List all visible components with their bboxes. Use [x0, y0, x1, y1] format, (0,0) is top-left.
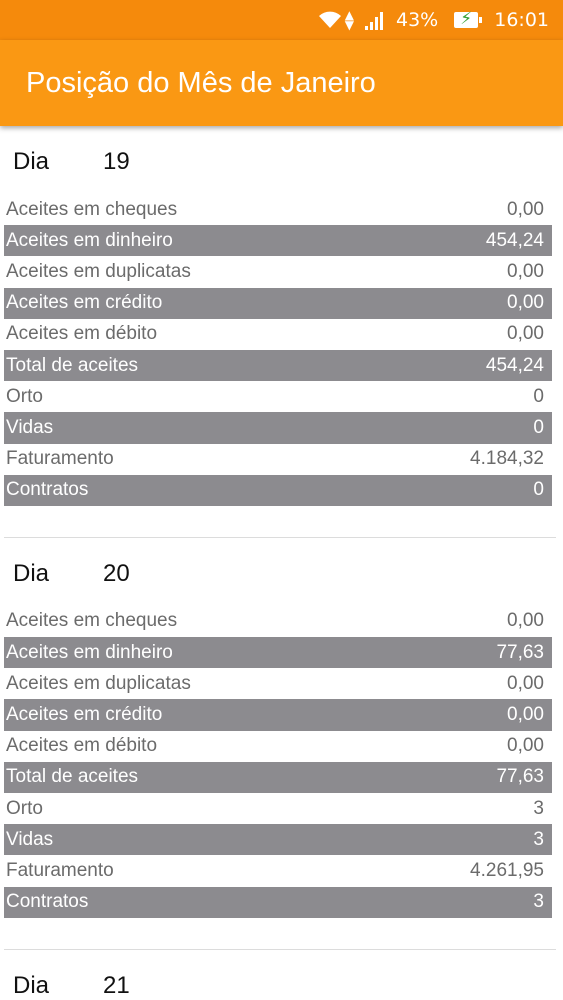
- day-number: 20: [103, 559, 130, 587]
- list-item: Aceites em dinheiro 454,24: [4, 225, 552, 257]
- row-label: Aceites em crédito: [6, 704, 163, 726]
- list-item: Aceites em cheques 0,00: [4, 194, 552, 225]
- day-label: Dia: [13, 559, 50, 587]
- list-item: Aceites em duplicatas 0,00: [4, 256, 552, 287]
- row-label: Total de aceites: [6, 354, 139, 376]
- row-value: 0,00: [507, 323, 544, 345]
- list-item: Faturamento 4.261,95: [4, 855, 552, 886]
- row-value: 3: [533, 828, 544, 850]
- list-item: Contratos 0: [4, 474, 552, 506]
- list-item: Vidas 0: [4, 412, 552, 444]
- row-value: 4.184,32: [470, 448, 544, 470]
- wifi-icon: [317, 10, 343, 30]
- row-value: 0: [533, 416, 544, 438]
- row-value: 77,63: [496, 766, 544, 788]
- list-item: Aceites em crédito 0,00: [4, 287, 552, 319]
- row-label: Aceites em cheques: [6, 610, 178, 632]
- list-item: Aceites em débito 0,00: [4, 319, 552, 350]
- row-label: Aceites em crédito: [6, 292, 163, 314]
- row-label: Faturamento: [6, 448, 114, 470]
- row-value: 0,00: [507, 260, 544, 282]
- day-block-20: Dia 20 Aceites em cheques 0,00 Aceites em…: [0, 538, 563, 950]
- row-value: 454,24: [485, 354, 544, 376]
- row-value: 454,24: [485, 229, 544, 251]
- signal-icon: [364, 10, 386, 30]
- divider: [4, 506, 556, 538]
- row-value: 0: [533, 479, 544, 501]
- row-value: 77,63: [496, 641, 544, 663]
- row-value: 0,00: [507, 610, 544, 632]
- row-label: Vidas: [6, 828, 54, 850]
- list-item: Aceites em dinheiro 77,63: [4, 637, 552, 669]
- day-number: 21: [103, 971, 130, 999]
- day-block-19: Dia 19 Aceites em cheques 0,00 Aceites em…: [0, 126, 563, 538]
- row-label: Contratos: [6, 479, 89, 501]
- row-label: Aceites em débito: [6, 735, 158, 757]
- row-value: 0,00: [507, 292, 544, 314]
- list-item: Aceites em cheques 0,00: [4, 606, 552, 637]
- day-header: Dia 19: [0, 126, 563, 194]
- status-bar: ▲ ▼ 43% ⚡ 16:01: [0, 0, 563, 40]
- row-value: 0,00: [507, 672, 544, 694]
- divider: [4, 918, 556, 950]
- row-value: 0,00: [507, 704, 544, 726]
- day-list[interactable]: Dia 19 Aceites em cheques 0,00 Aceites em…: [0, 126, 563, 1000]
- row-label: Faturamento: [6, 859, 114, 881]
- day-block-21: Dia 21: [0, 950, 563, 1000]
- list-item: Vidas 3: [4, 824, 552, 856]
- row-label: Aceites em débito: [6, 323, 158, 345]
- day-rows: Aceites em cheques 0,00 Aceites em dinhei…: [4, 606, 552, 918]
- list-item: Contratos 3: [4, 886, 552, 918]
- battery-charging-icon: ⚡: [448, 9, 483, 29]
- row-label: Aceites em dinheiro: [6, 641, 173, 663]
- row-label: Aceites em dinheiro: [6, 229, 173, 251]
- row-label: Aceites em duplicatas: [6, 672, 191, 694]
- row-value: 0,00: [507, 198, 544, 220]
- list-item: Aceites em crédito 0,00: [4, 699, 552, 731]
- list-item: Faturamento 4.184,32: [4, 444, 552, 475]
- day-rows: Aceites em cheques 0,00 Aceites em dinhei…: [4, 194, 552, 506]
- list-item: Orto 3: [4, 793, 552, 824]
- page-title: Posição do Mês de Janeiro: [26, 66, 376, 99]
- day-header: Dia 21: [0, 950, 563, 1000]
- day-header: Dia 20: [0, 538, 563, 606]
- row-value: 3: [533, 891, 544, 913]
- row-label: Total de aceites: [6, 766, 139, 788]
- row-label: Vidas: [6, 416, 54, 438]
- day-number: 19: [103, 148, 130, 175]
- list-item: Total de aceites 77,63: [4, 761, 552, 793]
- app-bar: Posição do Mês de Janeiro: [0, 40, 563, 126]
- day-label: Dia: [13, 971, 50, 999]
- row-value: 3: [533, 797, 544, 819]
- battery-percent: 43%: [396, 9, 439, 31]
- row-label: Contratos: [6, 891, 89, 913]
- row-label: Aceites em cheques: [6, 198, 178, 220]
- row-value: 4.261,95: [470, 859, 544, 881]
- row-label: Aceites em duplicatas: [6, 260, 191, 282]
- day-label: Dia: [13, 148, 50, 175]
- row-value: 0: [533, 385, 544, 407]
- list-item: Total de aceites 454,24: [4, 349, 552, 382]
- list-item: Aceites em duplicatas 0,00: [4, 668, 552, 699]
- row-label: Orto: [6, 385, 43, 407]
- clock-time: 16:01: [494, 9, 549, 31]
- list-item: Aceites em débito 0,00: [4, 731, 552, 762]
- row-value: 0,00: [507, 735, 544, 757]
- list-item: Orto 0: [4, 381, 552, 412]
- row-label: Orto: [6, 797, 43, 819]
- data-arrows-icon: ▲ ▼: [344, 8, 354, 32]
